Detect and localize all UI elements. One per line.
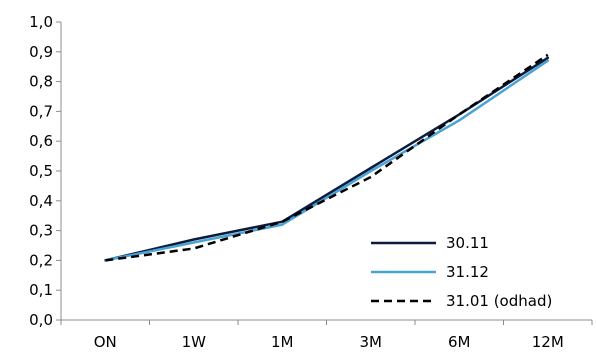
x-tick-label: 1W (182, 333, 207, 351)
y-tick-label: 0,6 (29, 132, 53, 150)
series-lines (104, 53, 550, 262)
x-tick-label: ON (94, 333, 117, 351)
chart-axes (56, 21, 593, 325)
y-tick-label: 0,8 (29, 73, 53, 91)
y-tick-label: 0,4 (29, 192, 53, 210)
series-line (104, 59, 550, 262)
x-tick-label: 6M (448, 333, 471, 351)
x-tick-labels: ON 1W 1M 3M 6M 12M (94, 333, 564, 351)
y-tick-label: 0,3 (29, 222, 53, 240)
y-tick-labels: 0,0 0,1 0,2 0,3 0,4 0,5 0,6 0,7 0,8 0,9 1,0 (29, 13, 53, 329)
y-tick-label: 0,0 (29, 311, 53, 329)
x-tick-label: 1M (271, 333, 294, 351)
y-tick-label: 1,0 (29, 13, 53, 31)
legend-label: 31.01 (odhad) (446, 292, 552, 310)
y-tick-label: 0,9 (29, 43, 53, 61)
y-tick-label: 0,5 (29, 162, 53, 180)
legend: 30.11 31.12 31.01 (odhad) (371, 234, 552, 310)
x-tick-label: 12M (532, 333, 564, 351)
y-tick-label: 0,2 (29, 251, 53, 269)
series-line (104, 56, 550, 262)
x-tick-label: 3M (360, 333, 383, 351)
legend-label: 30.11 (446, 234, 489, 252)
y-tick-label: 0,7 (29, 102, 53, 120)
y-tick-label: 0,1 (29, 281, 53, 299)
legend-label: 31.12 (446, 263, 489, 281)
series-line (105, 53, 549, 262)
